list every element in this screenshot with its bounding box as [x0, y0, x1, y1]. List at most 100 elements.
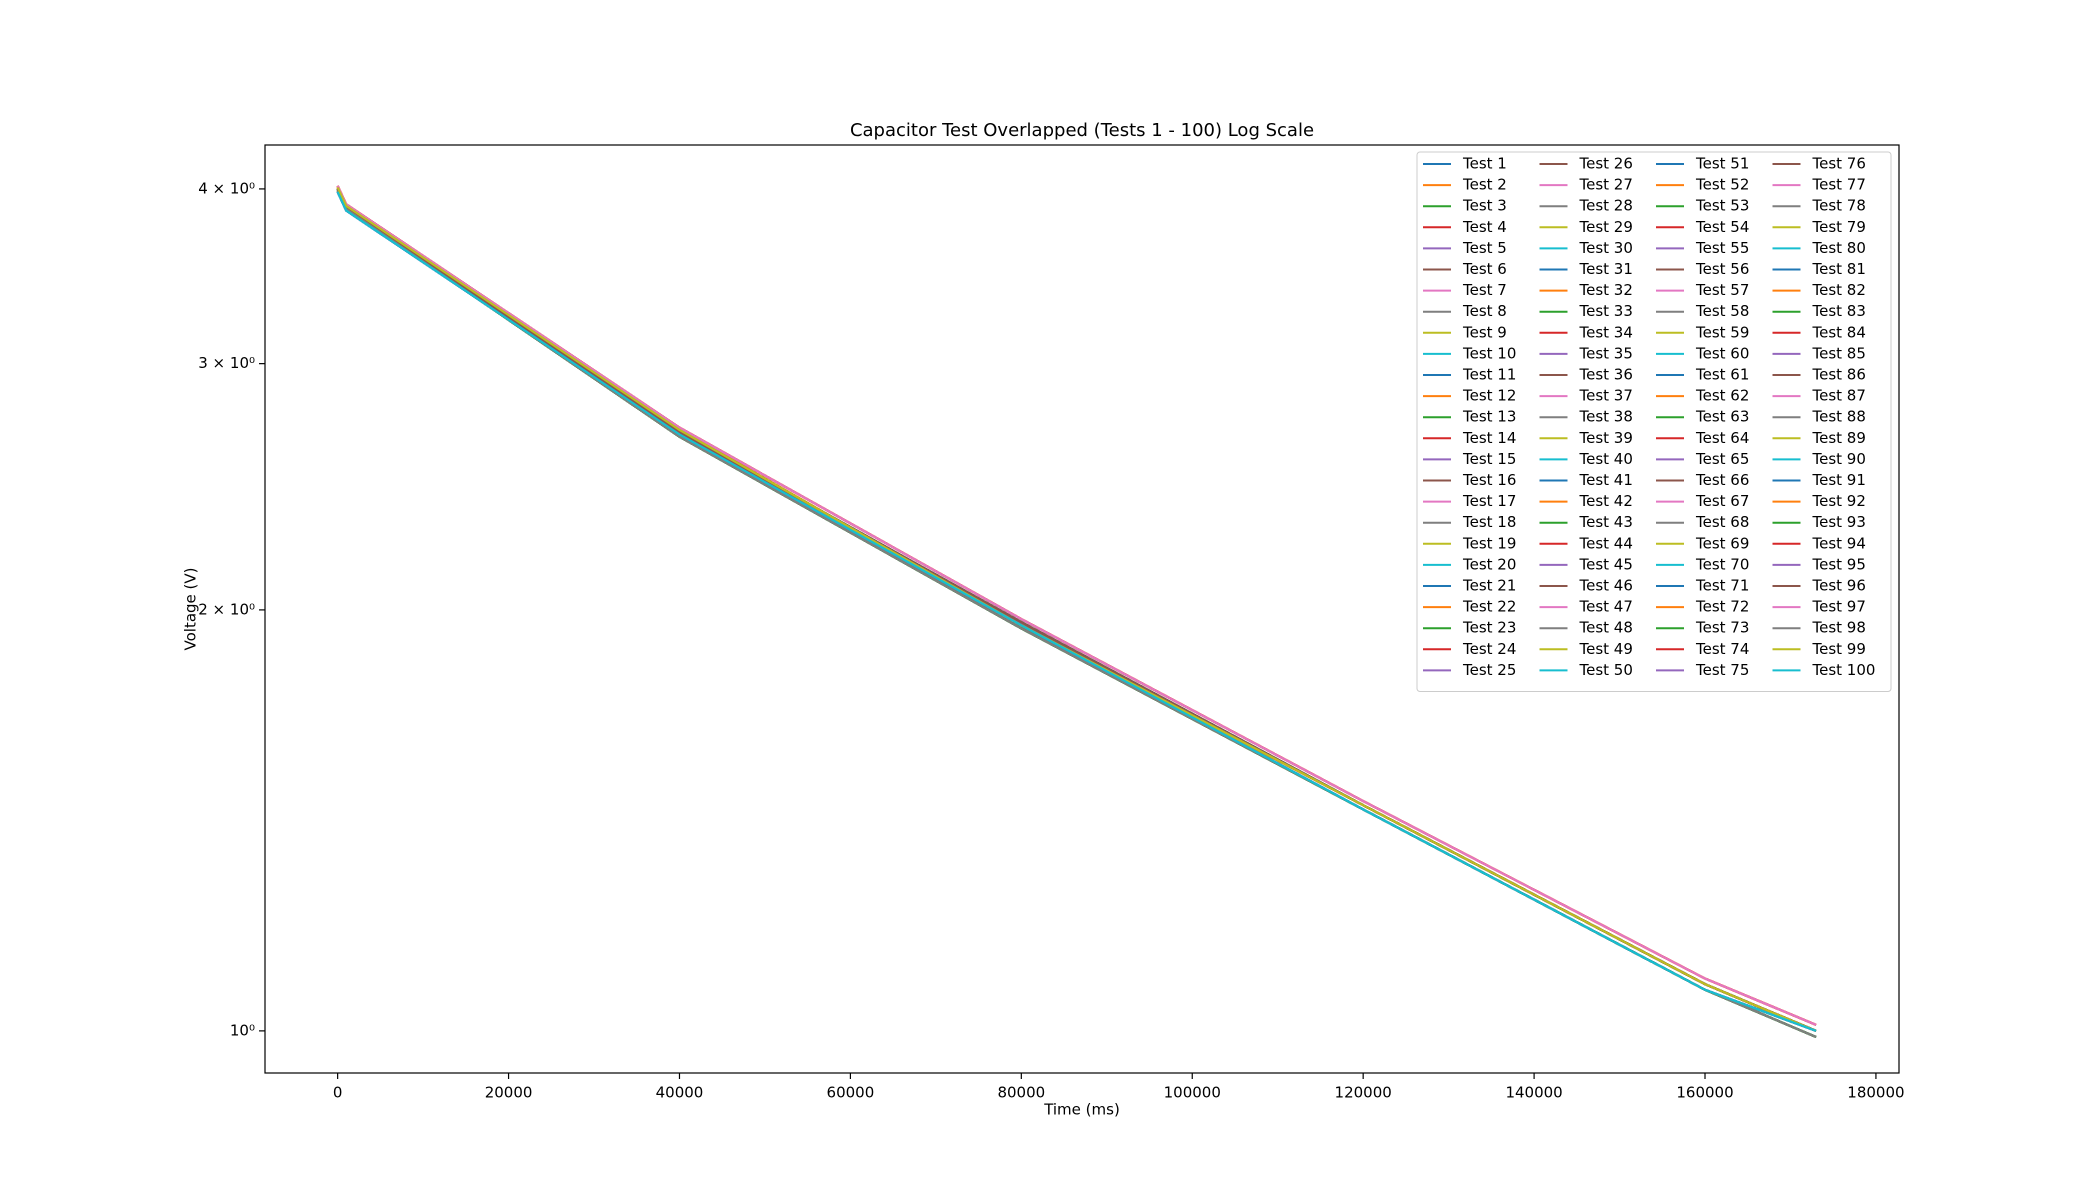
legend-label: Test 46: [1579, 577, 1633, 595]
legend-label: Test 60: [1695, 344, 1749, 362]
legend-label: Test 52: [1695, 176, 1749, 194]
legend-label: Test 86: [1812, 366, 1866, 384]
legend-label: Test 63: [1695, 408, 1749, 426]
legend-label: Test 36: [1579, 366, 1633, 384]
legend-label: Test 22: [1462, 598, 1516, 616]
legend-label: Test 55: [1695, 239, 1749, 257]
legend-label: Test 70: [1695, 555, 1749, 573]
legend-label: Test 14: [1462, 429, 1516, 447]
plot-frame: [264, 144, 1900, 1074]
legend-label: Test 88: [1812, 408, 1866, 426]
legend-label: Test 79: [1812, 218, 1866, 236]
y-tick-label: 3 × 10⁰: [198, 354, 255, 372]
legend-label: Test 7: [1462, 281, 1507, 299]
legend-label: Test 42: [1579, 492, 1633, 510]
legend-label: Test 59: [1695, 323, 1749, 341]
legend-label: Test 100: [1812, 661, 1876, 679]
legend: Test 1 Test 2 Test 3 Test 4 Test 5 Test 6 Test…: [1416, 151, 1892, 692]
legend-label: Test 1: [1462, 155, 1507, 173]
legend-label: Test 28: [1579, 197, 1633, 215]
legend-label: Test 16: [1462, 471, 1516, 489]
x-tick-label: 20000: [485, 1084, 533, 1102]
x-tick-label: 160000: [1676, 1084, 1733, 1102]
legend-label: Test 64: [1695, 429, 1749, 447]
legend-label: Test 2: [1462, 176, 1507, 194]
legend-label: Test 80: [1812, 239, 1866, 257]
legend-label: Test 32: [1579, 281, 1633, 299]
legend-label: Test 99: [1812, 640, 1866, 658]
legend-label: Test 19: [1462, 534, 1516, 552]
legend-label: Test 95: [1812, 555, 1866, 573]
legend-label: Test 54: [1695, 218, 1749, 236]
legend-label: Test 29: [1579, 218, 1633, 236]
legend-label: Test 90: [1812, 450, 1866, 468]
legend-label: Test 84: [1812, 323, 1866, 341]
legend-label: Test 72: [1695, 598, 1749, 616]
legend-label: Test 91: [1812, 471, 1866, 489]
legend-label: Test 4: [1462, 218, 1507, 236]
x-tick-label: 180000: [1847, 1084, 1904, 1102]
legend-label: Test 94: [1812, 534, 1866, 552]
x-axis-label: Time (ms): [1043, 1101, 1120, 1119]
legend-label: Test 49: [1579, 640, 1633, 658]
legend-label: Test 78: [1812, 197, 1866, 215]
legend-label: Test 82: [1812, 281, 1866, 299]
legend-label: Test 23: [1462, 619, 1516, 637]
legend-label: Test 74: [1695, 640, 1749, 658]
x-tick-label: 80000: [997, 1084, 1045, 1102]
legend-label: Test 51: [1695, 155, 1749, 173]
legend-label: Test 48: [1579, 619, 1633, 637]
legend-label: Test 77: [1812, 176, 1866, 194]
legend-label: Test 83: [1812, 302, 1866, 320]
legend-label: Test 65: [1695, 450, 1749, 468]
legend-label: Test 85: [1812, 344, 1866, 362]
legend-label: Test 10: [1462, 344, 1516, 362]
series-line: [336, 191, 1817, 1032]
legend-label: Test 73: [1695, 619, 1749, 637]
legend-label: Test 58: [1695, 302, 1749, 320]
legend-label: Test 81: [1812, 260, 1866, 278]
legend-label: Test 35: [1579, 344, 1633, 362]
legend-label: Test 30: [1579, 239, 1633, 257]
legend-label: Test 62: [1695, 387, 1749, 405]
legend-label: Test 93: [1812, 513, 1866, 531]
legend-label: Test 71: [1695, 577, 1749, 595]
legend-label: Test 41: [1579, 471, 1633, 489]
legend-label: Test 3: [1462, 197, 1507, 215]
legend-label: Test 66: [1695, 471, 1749, 489]
chart-title: Capacitor Test Overlapped (Tests 1 - 100…: [850, 120, 1314, 141]
legend-label: Test 57: [1695, 281, 1749, 299]
legend-label: Test 27: [1579, 176, 1633, 194]
legend-label: Test 43: [1579, 513, 1633, 531]
legend-label: Test 56: [1695, 260, 1749, 278]
legend-label: Test 33: [1579, 302, 1633, 320]
x-tick-label: 40000: [656, 1084, 704, 1102]
legend-label: Test 24: [1462, 640, 1516, 658]
legend-label: Test 44: [1579, 534, 1633, 552]
legend-label: Test 18: [1462, 513, 1516, 531]
legend-label: Test 25: [1462, 661, 1516, 679]
legend-label: Test 13: [1462, 408, 1516, 426]
legend-label: Test 17: [1462, 492, 1516, 510]
legend-label: Test 8: [1462, 302, 1507, 320]
x-tick-label: 140000: [1505, 1084, 1562, 1102]
legend-label: Test 96: [1812, 577, 1866, 595]
x-tick-label: 100000: [1164, 1084, 1221, 1102]
y-axis-label: Voltage (V): [182, 568, 200, 651]
legend-label: Test 6: [1462, 260, 1507, 278]
legend-label: Test 97: [1812, 598, 1866, 616]
legend-label: Test 87: [1812, 387, 1866, 405]
y-tick-label: 2 × 10⁰: [198, 600, 255, 618]
legend-label: Test 21: [1462, 577, 1516, 595]
legend-label: Test 53: [1695, 197, 1749, 215]
legend-label: Test 92: [1812, 492, 1866, 510]
y-tick-label: 10⁰: [230, 1021, 255, 1039]
legend-label: Test 98: [1812, 619, 1866, 637]
legend-label: Test 5: [1462, 239, 1507, 257]
legend-label: Test 47: [1579, 598, 1633, 616]
legend-label: Test 20: [1462, 555, 1516, 573]
x-tick-label: 60000: [827, 1084, 875, 1102]
legend-label: Test 9: [1462, 323, 1507, 341]
